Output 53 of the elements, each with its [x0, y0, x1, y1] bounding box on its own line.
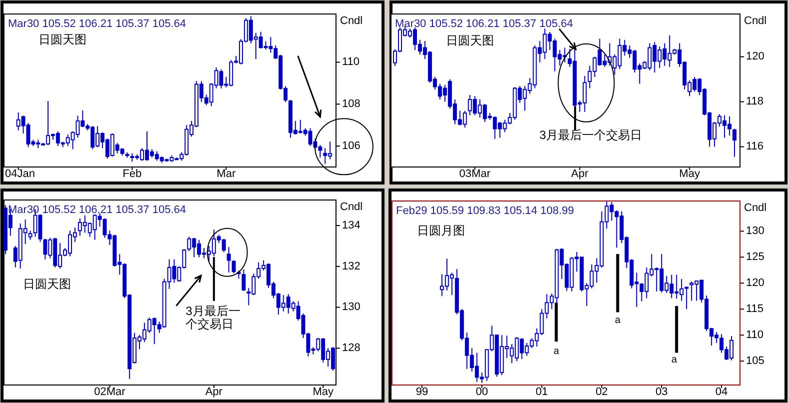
y-tick-label: 105 — [746, 354, 764, 367]
annotation: 3月最后一个交易日 — [186, 304, 240, 332]
y-tick-label: 110 — [746, 329, 764, 342]
y-tick-label: 130 — [746, 225, 764, 238]
annotation: a — [614, 315, 621, 326]
x-tick-label: Apr — [571, 168, 589, 180]
y-axis-title: Cndl — [340, 200, 363, 213]
y-tick-label: 108 — [342, 98, 360, 110]
x-tick-label: Mar — [216, 168, 236, 180]
chart-title: Mar30 105.52 106.21 105.37 105.64 — [395, 18, 573, 30]
annotation: 日圆天图 — [38, 32, 87, 47]
y-tick-label: 120 — [746, 50, 764, 63]
y-tick-label: 106 — [342, 140, 360, 152]
annotation: a — [553, 346, 560, 357]
y-tick-label: 132 — [342, 260, 360, 272]
x-tick-label: May — [679, 168, 700, 180]
candlestick — [232, 260, 236, 274]
chart-title: Mar30 105.52 106.21 105.37 105.64 — [8, 204, 186, 216]
annotation: 3月最后一个交易日 — [539, 128, 642, 142]
annotation: 日圆天图 — [446, 33, 494, 48]
x-tick-label: 02 — [596, 386, 608, 398]
candlestick — [28, 230, 32, 240]
x-tick-label: May — [312, 386, 334, 398]
x-tick-label: 01 — [536, 386, 548, 398]
candlestick — [732, 128, 737, 158]
candlestick — [242, 269, 246, 292]
x-tick-label: 03Mar — [459, 168, 491, 180]
x-tick-label: Feb — [122, 168, 142, 180]
y-tick-label: 116 — [746, 140, 764, 153]
y-tick-label: 120 — [746, 277, 764, 290]
x-tick-label: 04Jan — [5, 168, 35, 180]
x-tick-label: 99 — [416, 386, 428, 398]
y-axis-title: Cndl — [340, 14, 363, 27]
y-tick-label: 125 — [746, 251, 764, 264]
x-tick-label: 04 — [715, 386, 728, 398]
x-tick-label: 00 — [476, 386, 488, 398]
y-tick-label: 115 — [746, 303, 764, 316]
y-axis-title: Cndl — [744, 202, 767, 214]
y-tick-label: 118 — [746, 96, 764, 108]
annotation: a — [671, 354, 678, 366]
y-tick-label: 128 — [342, 342, 360, 354]
chart-title: Mar30 105.52 106.21 105.37 105.64 — [8, 18, 186, 30]
x-tick-label: 02Mar — [94, 386, 126, 398]
y-tick-label: 134 — [342, 219, 360, 232]
candlestick — [226, 246, 231, 274]
annotation: 日圆月图 — [416, 223, 465, 238]
x-tick-label: 03 — [655, 386, 668, 398]
y-tick-label: 110 — [342, 56, 360, 68]
y-axis-title: Cndl — [744, 14, 767, 27]
y-tick-label: 130 — [342, 301, 360, 314]
x-tick-label: Apr — [205, 386, 223, 398]
annotation: 日圆天图 — [22, 277, 71, 292]
chart-title: Feb29 105.59 109.83 105.14 108.99 — [396, 204, 574, 217]
